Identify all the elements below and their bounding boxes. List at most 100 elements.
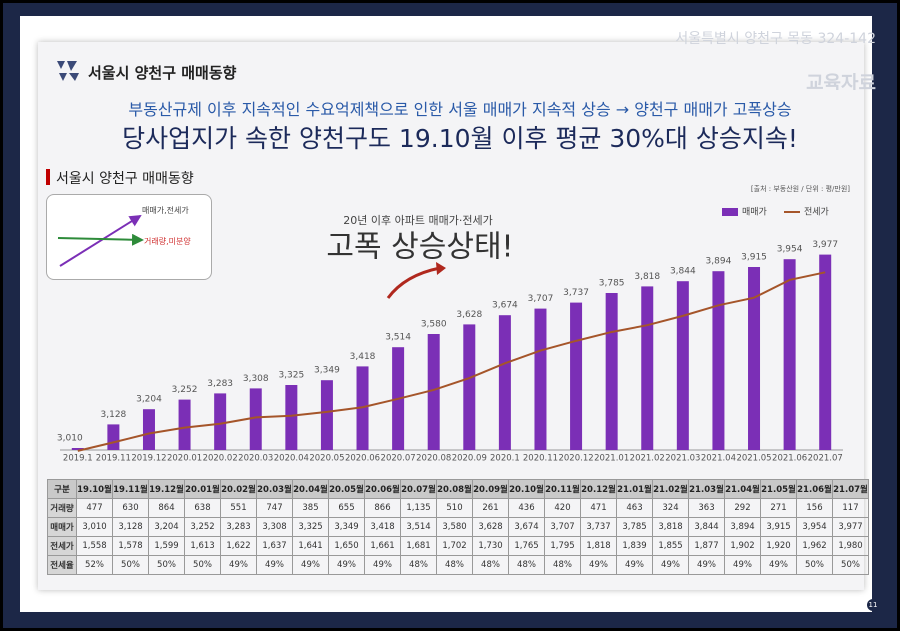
x-tick-label: 2020.11: [523, 454, 558, 464]
table-cell: 436: [508, 498, 545, 518]
x-tick-label: 2019.1: [63, 454, 93, 464]
table-header-cell: 20.01월: [184, 479, 221, 499]
table-cell: 1,622: [220, 536, 257, 556]
annotation-arrowhead: [436, 262, 446, 275]
table-cell: 1,839: [616, 536, 653, 556]
bar: [819, 254, 832, 450]
line: [77, 271, 826, 452]
table-cell: 49%: [292, 555, 329, 575]
table-cell: 3,204: [148, 517, 185, 537]
table-header-cell: 21.02월: [652, 479, 689, 499]
table-cell: 3,737: [580, 517, 617, 537]
annotation-big: 고폭 상승상태!: [326, 230, 513, 265]
table-header-cell: 19.10월: [76, 479, 113, 499]
bar: [214, 393, 227, 450]
table-cell: 1,877: [688, 536, 725, 556]
table-cell: 50%: [184, 555, 221, 575]
inset: [46, 194, 212, 280]
table-row: 거래량 477 630 864 638 551 747 385 655 866 1,135 510 26…: [47, 498, 869, 518]
x-tick-label: 2020.05: [309, 454, 344, 464]
inset-art: [57, 214, 144, 267]
value-label: 3,514: [385, 333, 411, 343]
logo-icon: [57, 61, 79, 81]
table-cell: 50%: [796, 555, 833, 575]
table-cell: 1,681: [400, 536, 437, 556]
annotation: 20년 이후 아파트 매매가·전세가: [343, 214, 492, 227]
table-cell: 117: [832, 498, 869, 518]
legend-label: 전세가: [804, 207, 829, 218]
value-label: 3,325: [278, 371, 304, 381]
bar: [712, 271, 725, 450]
table-cell: 420: [544, 498, 581, 518]
table-cell: 3,844: [688, 517, 725, 537]
table-header-cell: 20.02월: [220, 479, 257, 499]
table-header-cell: 20.03월: [256, 479, 293, 499]
logo-text: 서울시 양천구 매매동향: [88, 64, 237, 82]
table-cell: 3,252: [184, 517, 221, 537]
table-cell: 3,308: [256, 517, 293, 537]
bar: [641, 286, 654, 450]
bar: [107, 424, 120, 450]
x-tick-label: 2020.02: [203, 454, 238, 464]
x-tick-label: 2020.09: [452, 454, 487, 464]
table-cell: 48%: [472, 555, 509, 575]
x-tick-label: 2019.12: [131, 454, 166, 464]
table-cell: 1,795: [544, 536, 581, 556]
table-cell: 3,915: [760, 517, 797, 537]
x-tick-label: 2020.03: [238, 454, 273, 464]
table-cell: 3,514: [400, 517, 437, 537]
table-cell: 1,661: [364, 536, 401, 556]
table-cell: 1,599: [148, 536, 185, 556]
chart: [출처 : 부동산원 / 단위 : 평/만원] 20년 이후 아파트 매매가·전…: [57, 184, 850, 464]
table-cell: 638: [184, 498, 221, 518]
value-label: 3,785: [599, 279, 625, 289]
table-row-label: 전세율: [47, 555, 77, 575]
table-header-cell: 21.05월: [760, 479, 797, 499]
table-cell: 1,613: [184, 536, 221, 556]
table-header-cell: 21.07월: [832, 479, 869, 499]
value-label: 3,204: [136, 395, 162, 405]
value-label: 3,674: [492, 301, 518, 311]
table-cell: 49%: [580, 555, 617, 575]
bar: [783, 259, 796, 450]
value-label: 3,915: [741, 253, 767, 263]
table-cell: 1,962: [796, 536, 833, 556]
table-cell: 3,418: [364, 517, 401, 537]
x-tick-label: 2021.01: [594, 454, 629, 464]
bar: [142, 409, 155, 450]
table-cell: 477: [76, 498, 113, 518]
bar: [71, 448, 84, 450]
table-cell: 292: [724, 498, 761, 518]
table-cell: 1,637: [256, 536, 293, 556]
bar: [285, 385, 298, 450]
bar: [320, 380, 333, 450]
table-header-cell: 20.12월: [580, 479, 617, 499]
table-header-cell: 21.06월: [796, 479, 833, 499]
table-cell: 49%: [328, 555, 365, 575]
bar: [498, 315, 511, 450]
value-label: 3,283: [207, 379, 233, 389]
bar: [249, 388, 262, 450]
table-cell: 48%: [400, 555, 437, 575]
table-header-cell: 20.08월: [436, 479, 473, 499]
table-cell: 3,818: [652, 517, 689, 537]
table-header-cell: 20.05월: [328, 479, 365, 499]
headline-1: 부동산규제 이후 지속적인 수요억제책으로 인한 서울 매매가 지속적 상승 →…: [128, 100, 792, 119]
table-header-cell: 20.09월: [472, 479, 509, 499]
table-cell: 1,920: [760, 536, 797, 556]
table-cell: 49%: [688, 555, 725, 575]
table-cell: 3,977: [832, 517, 869, 537]
table-row-label: 거래량: [47, 498, 77, 518]
inset-flat-label: 거래량,미분양: [144, 237, 191, 246]
value-label: 3,818: [634, 272, 660, 282]
value-label: 3,954: [777, 245, 803, 255]
table-header-cell: 21.03월: [688, 479, 725, 499]
table-cell: 3,283: [220, 517, 257, 537]
table-cell: 49%: [256, 555, 293, 575]
table-cell: 50%: [112, 555, 149, 575]
legend-swatch: [722, 208, 738, 216]
x-tick-label: 2021.02: [630, 454, 665, 464]
table-row-label: 매매가: [47, 517, 77, 537]
value-label: 3,977: [812, 240, 838, 250]
